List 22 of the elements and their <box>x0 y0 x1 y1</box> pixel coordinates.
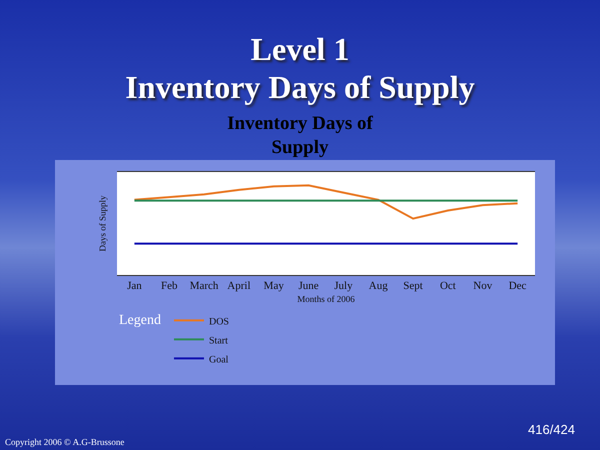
legend-title: Legend <box>119 313 161 328</box>
x-tick-label: May <box>264 280 284 292</box>
x-tick-label: April <box>227 280 251 292</box>
legend-label: DOS <box>208 316 229 328</box>
chart-title: Level 1 Inventory Days of Supply <box>124 30 476 106</box>
text: 416/424 <box>528 422 575 437</box>
x-tick-label: Feb <box>161 280 178 292</box>
x-tick-label: Jan <box>127 280 142 292</box>
y-axis-title: Days of Supply <box>97 195 108 252</box>
x-tick-label: Dec <box>508 280 527 292</box>
x-tick-label: Oct <box>440 280 456 292</box>
x-tick-label: June <box>298 280 319 292</box>
x-tick-label: Sept <box>403 280 423 292</box>
text: Copyright 2006 © A.G-Brussone <box>5 437 124 447</box>
chart-subtitle: Inventory Days of Supply <box>226 112 374 160</box>
legend-label: Goal <box>208 354 229 366</box>
x-tick-label: Aug <box>368 280 388 292</box>
x-tick-label: Nov <box>473 280 493 292</box>
x-axis-title: Months of 2006 <box>297 294 356 304</box>
x-tick-label: March <box>190 280 219 292</box>
x-tick-label: July <box>334 280 354 292</box>
legend-label: Start <box>208 335 228 346</box>
